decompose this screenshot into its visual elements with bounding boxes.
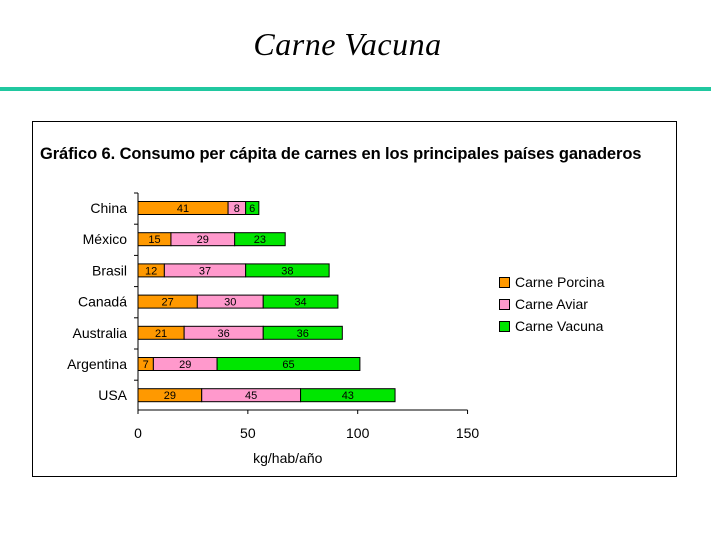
legend-item: Carne Aviar — [499, 293, 605, 315]
data-label: 6 — [249, 203, 255, 215]
category-label: Argentina — [67, 356, 127, 372]
category-label: USA — [98, 387, 127, 403]
category-label: China — [90, 200, 127, 216]
data-label: 34 — [294, 297, 306, 309]
legend-item: Carne Porcina — [499, 271, 605, 293]
bar-chart: 0 50 100 150 kg/hab/año China 41 8 6 México 15 29 23… — [67, 192, 480, 466]
data-label: 27 — [162, 297, 174, 309]
data-label: 29 — [197, 234, 209, 246]
bar-segment — [300, 388, 396, 403]
chart-frame: Gráfico 6. Consumo per cápita de carnes … — [32, 121, 677, 477]
legend-label: Carne Porcina — [515, 274, 605, 290]
data-label: 37 — [199, 265, 211, 277]
data-label: 43 — [342, 390, 354, 402]
data-label: 30 — [224, 297, 236, 309]
legend-swatch — [499, 276, 510, 288]
data-label: 45 — [245, 390, 257, 402]
data-label: 65 — [282, 359, 294, 371]
data-label: 29 — [179, 359, 191, 371]
legend-label: Carne Aviar — [515, 296, 588, 312]
bar-segment — [262, 325, 343, 340]
data-label: 15 — [148, 234, 160, 246]
x-tick-label: 100 — [346, 425, 370, 441]
data-label: 8 — [234, 203, 240, 215]
x-tick-label: 0 — [134, 425, 142, 441]
legend-label: Carne Vacuna — [515, 318, 604, 334]
x-tick-label: 150 — [456, 425, 480, 441]
data-label: 41 — [177, 203, 189, 215]
bar-segment — [216, 357, 361, 371]
category-label: México — [83, 231, 128, 247]
x-axis-label: kg/hab/año — [253, 450, 322, 466]
bar-segment — [245, 201, 260, 215]
bar-segment — [262, 294, 339, 309]
data-label: 23 — [254, 234, 266, 246]
category-label: Australia — [73, 325, 128, 341]
data-label: 36 — [218, 328, 230, 340]
category-label: Canadá — [78, 294, 127, 310]
data-label: 36 — [297, 328, 309, 340]
data-label: 7 — [143, 359, 149, 371]
chart-legend: Carne Porcina Carne Aviar Carne Vacuna — [499, 271, 605, 337]
slide-title: Carne Vacuna — [253, 26, 442, 62]
chart-title: Gráfico 6. Consumo per cápita de carnes … — [40, 145, 642, 163]
legend-swatch — [499, 320, 510, 332]
x-tick-label: 50 — [240, 425, 256, 441]
title-divider — [0, 87, 711, 91]
data-label: 12 — [145, 265, 157, 277]
bar-segment — [234, 232, 286, 247]
legend-swatch — [499, 298, 510, 310]
category-label: Brasil — [92, 262, 127, 278]
legend-item: Carne Vacuna — [499, 315, 605, 337]
data-label: 38 — [281, 265, 293, 277]
bar-segment — [245, 263, 330, 278]
data-label: 21 — [155, 328, 167, 340]
data-label: 29 — [164, 390, 176, 402]
